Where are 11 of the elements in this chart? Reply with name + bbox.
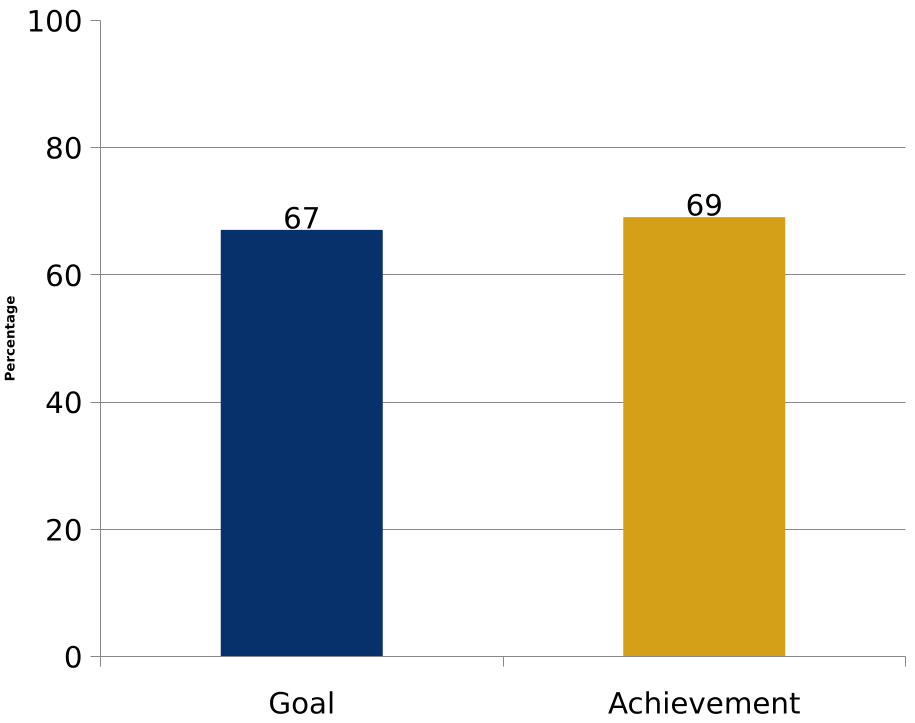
y-tick-label: 20 [45, 513, 83, 548]
y-tick-label: 80 [45, 132, 83, 166]
x-tick-label: Achievement [608, 686, 801, 720]
y-tick-label: 100 [26, 4, 83, 38]
y-axis-title: Percentage [4, 296, 19, 382]
data-label: 67 [283, 201, 320, 236]
y-tick-label: 60 [45, 258, 83, 293]
data-label: 69 [686, 188, 723, 223]
y-tick-label: 0 [64, 640, 83, 674]
y-tick-label: 40 [45, 386, 83, 420]
x-tick-label: Goal [268, 686, 336, 720]
